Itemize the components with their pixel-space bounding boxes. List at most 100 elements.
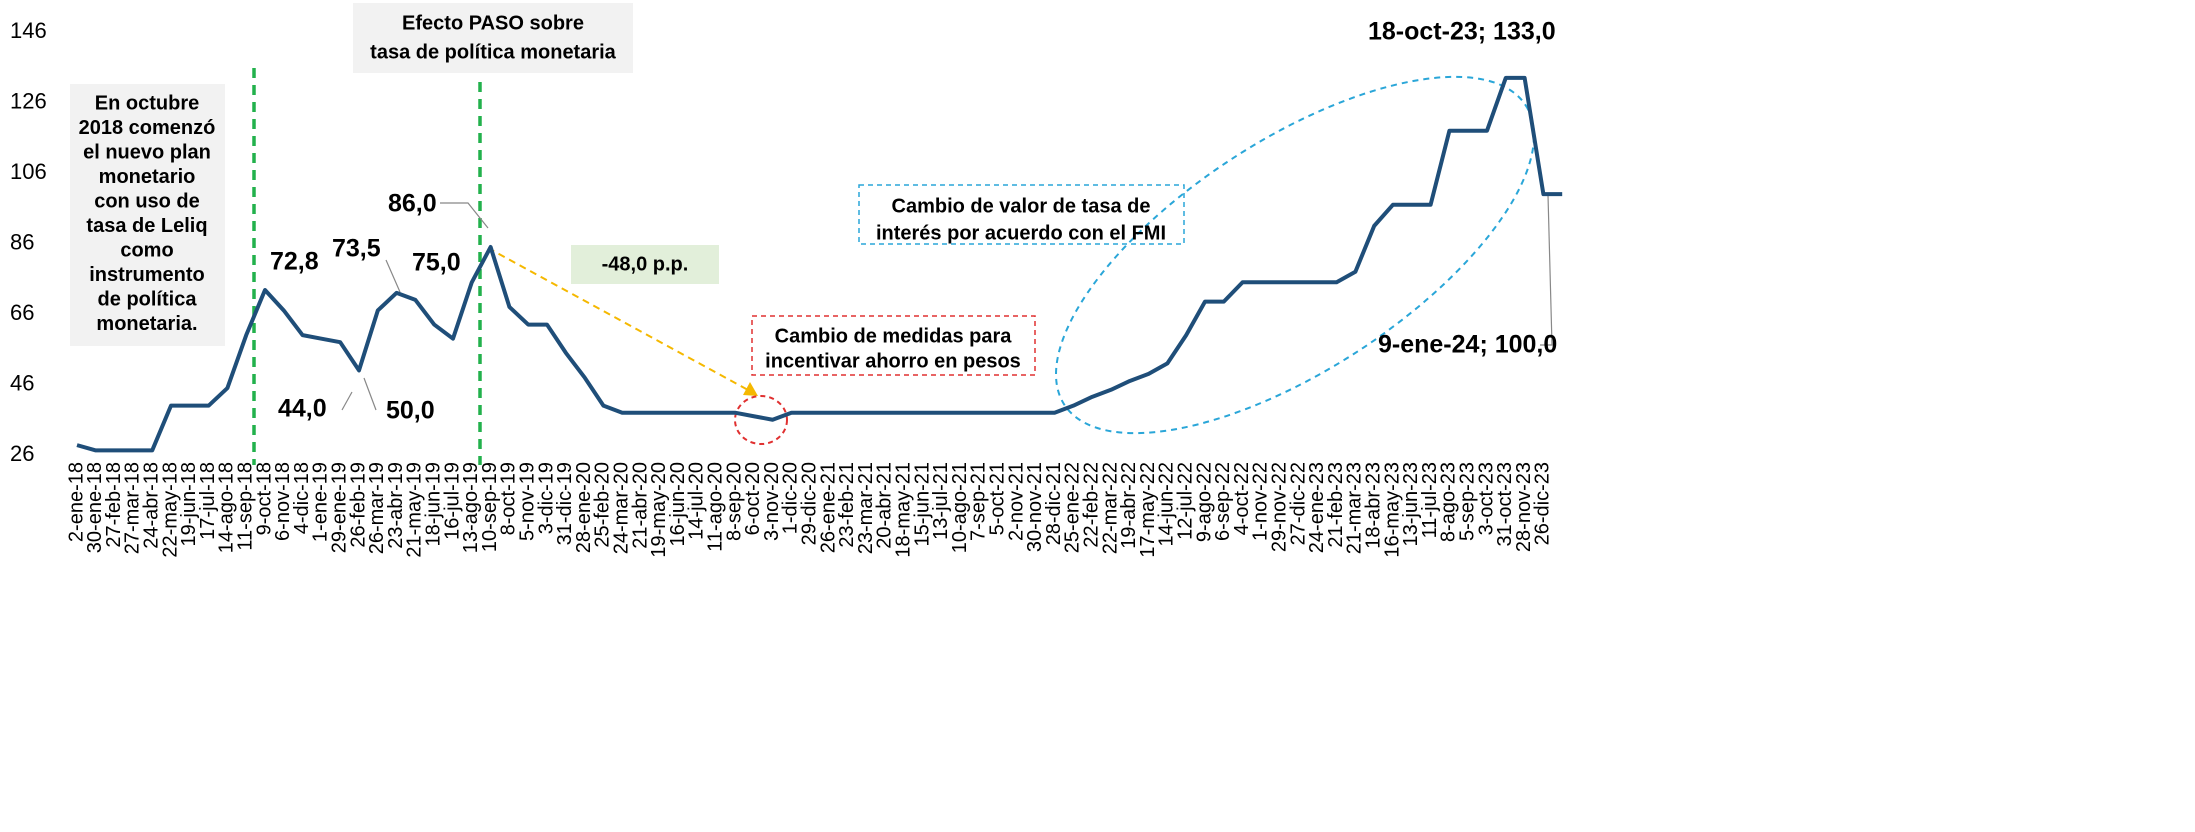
y-tick-label: 26 [10,441,34,466]
x-tick-label: 15-jun-21 [911,462,933,547]
box-text: instrumento [89,264,205,286]
x-tick-label: 31-dic-19 [554,462,576,545]
x-tick-label: 9-oct-18 [253,462,275,535]
x-tick-label: 11-ago-20 [704,462,726,552]
box-bg [751,315,1036,376]
data-label: 18-oct-23; 133,0 [1368,18,1556,46]
box-text: tasa de Leliq [86,215,207,237]
x-tick-label: 6-oct-20 [742,462,764,535]
connector [363,377,377,411]
x-tick-label: 18-may-21 [892,462,914,558]
x-tick-label: 4-oct-22 [1231,462,1253,535]
x-tick-label: 24-mar-20 [610,462,632,554]
x-tick-label: 7-sep-21 [968,462,990,541]
x-tick-label: 12-jul-22 [1174,462,1196,540]
x-tick-label: 16-jul-19 [441,462,463,540]
x-tick-label: 14-jul-20 [686,462,708,540]
trend-arrow [487,247,749,391]
x-tick-label: 8-sep-20 [723,462,745,541]
box-bg [353,3,633,73]
x-tick-label: 17-may-22 [1137,462,1159,558]
box-text: Cambio de valor de tasa de [892,195,1151,217]
x-tick-label: 8-oct-19 [498,462,520,535]
data-label: 50,0 [386,397,435,425]
x-tick-label: 29-ene-19 [328,462,350,553]
x-tick-label: 10-sep-19 [479,462,501,552]
data-label: 75,0 [412,249,461,277]
x-tick-label: 5-oct-21 [986,462,1008,535]
box-text: el nuevo plan [83,141,211,163]
x-tick-label: 18-jun-19 [422,462,444,547]
x-tick-label: 23-mar-21 [855,462,877,554]
x-tick-label: 24-ene-23 [1306,462,1328,553]
x-tick-label: 23-abr-19 [385,462,407,549]
y-tick-label: 106 [10,159,47,184]
y-tick-label: 86 [10,229,34,254]
x-tick-label: 13-jun-23 [1400,462,1422,547]
box-text: -48,0 p.p. [602,253,689,275]
x-tick-label: 26-mar-19 [366,462,388,554]
x-tick-label: 28-ene-20 [573,462,595,553]
x-tick-label: 2-ene-18 [65,462,87,542]
data-label: 9-ene-24; 100,0 [1378,331,1557,359]
box-text: Efecto PASO sobre [402,12,584,34]
x-tick-label: 28-nov-23 [1513,462,1535,552]
x-tick-label: 6-sep-22 [1212,462,1234,541]
box-text: de política [98,288,198,310]
x-tick-label: 16-jun-20 [667,462,689,547]
x-tick-label: 19-jun-18 [178,462,200,547]
x-tick-label: 3-dic-19 [535,462,557,534]
highlight-circle [734,395,788,445]
x-tick-label: 17-jul-18 [197,462,219,540]
x-tick-label: 23-feb-21 [836,462,858,548]
x-tick-label: 31-oct-23 [1494,462,1516,547]
x-tick-label: 10-ago-21 [949,462,971,553]
x-tick-label: 3-oct-23 [1475,462,1497,535]
box-text: tasa de política monetaria [370,41,617,63]
box-text: 2018 comenzó [79,117,216,139]
x-tick-label: 16-may-23 [1381,462,1403,558]
x-tick-label: 26-dic-23 [1532,462,1554,545]
x-tick-label: 5-sep-23 [1456,462,1478,541]
x-tick-label: 24-abr-18 [140,462,162,549]
x-tick-label: 13-ago-19 [460,462,482,553]
data-label: 44,0 [278,395,327,423]
x-tick-label: 14-ago-18 [216,462,238,553]
x-tick-label: 25-ene-22 [1062,462,1084,553]
x-tick-label: 8-ago-23 [1438,462,1460,542]
y-tick-label: 46 [10,370,34,395]
box-text: interés por acuerdo con el FMI [876,222,1166,244]
x-tick-label: 14-jun-22 [1156,462,1178,547]
x-tick-label: 27-dic-22 [1287,462,1309,545]
x-tick-label: 21-mar-23 [1344,462,1366,554]
data-label: 86,0 [388,190,437,218]
data-label: 72,8 [270,248,319,276]
x-tick-label: 11-jul-23 [1419,462,1441,538]
x-tick-label: 21-feb-23 [1325,462,1347,548]
box-bg [70,84,225,346]
connector [341,391,353,411]
y-tick-label: 66 [10,300,34,325]
x-tick-label: 26-feb-19 [347,462,369,548]
box-text: Cambio de medidas para [775,325,1013,347]
x-tick-label: 28-dic-21 [1043,462,1065,545]
x-tick-label: 1-dic-20 [780,462,802,534]
box-text: En octubre [95,92,199,114]
box-text: monetaria. [96,313,197,335]
x-tick-label: 21-abr-20 [629,462,651,549]
decorations [70,3,1553,465]
arrow-head [743,382,758,396]
x-tick-label: 27-feb-18 [103,462,125,548]
box-text: con uso de [94,190,200,212]
box-bg [571,245,719,284]
x-tick-label: 21-may-19 [404,462,426,558]
x-tick-label: 27-mar-18 [122,462,144,554]
box-text: monetario [99,166,196,188]
x-tick-label: 29-nov-22 [1268,462,1290,552]
x-tick-label: 22-mar-22 [1099,462,1121,554]
x-tick-label: 1-nov-22 [1250,462,1272,541]
connector [1540,194,1553,346]
highlight-ellipse [1055,75,1535,435]
connector [440,202,489,229]
